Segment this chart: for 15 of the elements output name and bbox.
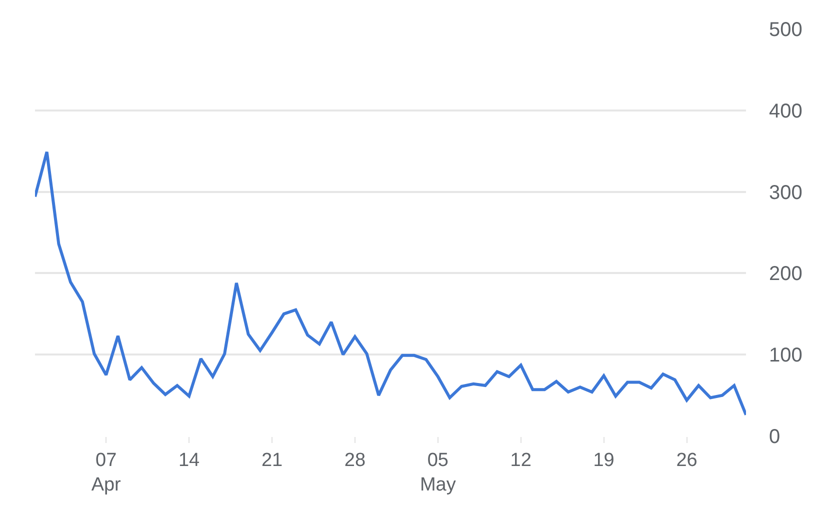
x-tick-label: 14	[178, 450, 200, 471]
x-tick-label: 12	[510, 450, 532, 471]
x-tick-label: 05 May	[420, 450, 456, 496]
x-tick-label: 19	[593, 450, 614, 471]
x-tick-label: 07 Apr	[91, 450, 122, 496]
y-tick-label: 100	[769, 344, 802, 367]
y-tick-label: 500	[769, 19, 802, 41]
y-tick-label: 300	[769, 182, 802, 204]
y-tick-label: 0	[769, 426, 780, 448]
y-tick-label: 200	[769, 263, 802, 286]
y-tick-label: 400	[769, 100, 802, 122]
x-tick-label: 21	[261, 450, 283, 471]
line-series	[35, 150, 746, 416]
x-tick-label: 28	[344, 450, 366, 471]
x-tick-label: 26	[676, 450, 698, 471]
